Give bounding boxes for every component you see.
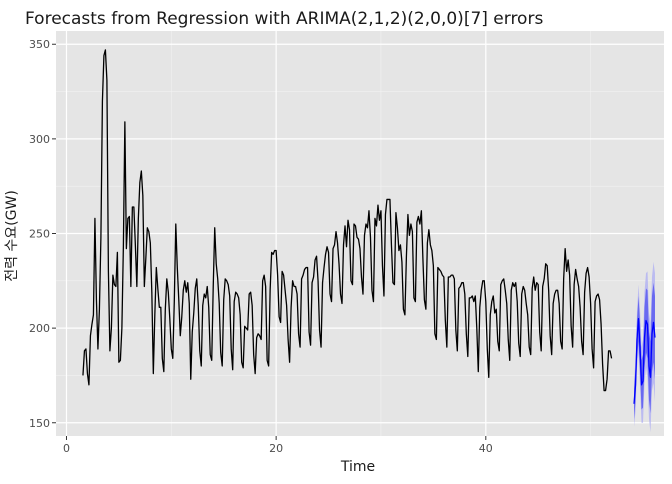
forecast-mean-line: [633, 318, 656, 404]
x-tick-label: 40: [479, 442, 493, 455]
series-lines: [82, 49, 656, 404]
y-tick-label: 300: [29, 133, 50, 146]
grid-lines: [56, 31, 664, 436]
x-axis-label: Time: [340, 459, 375, 475]
x-tick-label: 20: [269, 442, 283, 455]
y-tick-label: 350: [29, 38, 50, 51]
y-tick-label: 250: [29, 228, 50, 241]
x-tick-label: 0: [63, 442, 70, 455]
y-axis-label: 전력 수요(GW): [4, 190, 20, 282]
y-tick-label: 200: [29, 322, 50, 335]
y-tick-label: 150: [29, 417, 50, 430]
axis-ticks: 0 20 40 150 200 250 300 350: [29, 38, 493, 455]
history-series-line: [82, 49, 613, 392]
chart-title: Forecasts from Regression with ARIMA(2,1…: [25, 9, 543, 29]
